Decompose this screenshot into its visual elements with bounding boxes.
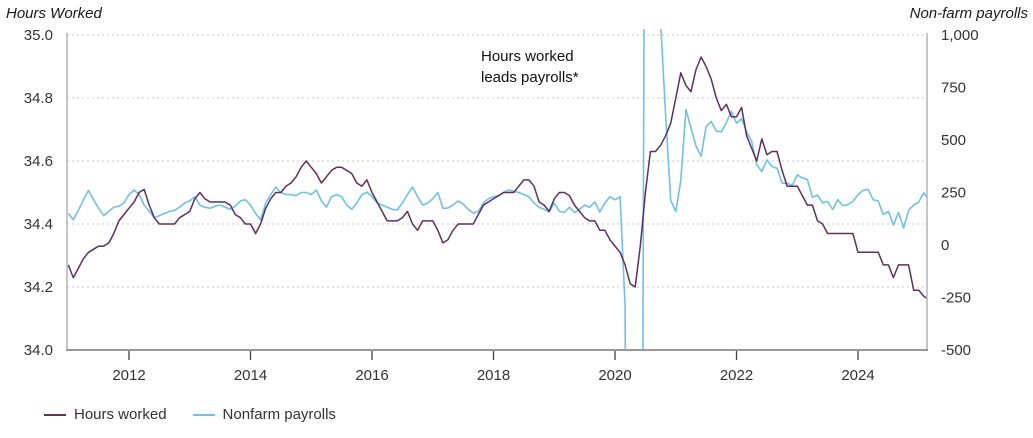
left-axis-tick-label: 34.0: [24, 342, 53, 359]
x-tick-label: 2024: [841, 367, 874, 384]
right-axis-tick-label: 1,000: [941, 27, 979, 44]
right-axis-tick-label: 250: [941, 185, 966, 202]
x-tick-label: 2014: [234, 367, 267, 384]
right-axis-tick-label: -500: [941, 342, 971, 359]
x-tick-label: 2018: [477, 367, 510, 384]
legend-item-nonfarm-payrolls: Nonfarm payrolls: [192, 406, 336, 423]
legend: Hours worked Nonfarm payrolls: [44, 406, 362, 423]
annotation-line-2: leads payrolls*: [481, 69, 579, 86]
right-axis-tick-label: 0: [941, 237, 949, 254]
left-axis-tick-label: 34.2: [24, 279, 53, 296]
left-axis-tick-label: 35.0: [24, 27, 53, 44]
left-axis-tick-label: 34.6: [24, 153, 53, 170]
left-axis-tick-label: 34.8: [24, 90, 53, 107]
nonfarm-payrolls-line-swatch: [192, 413, 215, 416]
right-axis-tick-label: 750: [941, 80, 966, 97]
legend-item-hours-worked: Hours worked: [44, 406, 167, 423]
right-axis-tick-label: 500: [941, 132, 966, 149]
left-axis-title: Hours Worked: [6, 5, 102, 22]
annotation-line-1: Hours worked: [481, 48, 574, 65]
hours-worked-line-swatch: [44, 413, 66, 416]
x-tick-label: 2022: [720, 367, 753, 384]
left-axis-tick-label: 34.4: [24, 216, 53, 233]
x-tick-label: 2020: [598, 367, 631, 384]
hours-worked-line: [67, 56, 927, 300]
right-axis-tick-label: -250: [941, 290, 971, 307]
legend-label-nonfarm-payrolls: Nonfarm payrolls: [222, 406, 336, 423]
right-axis-title: Non-farm payrolls: [909, 5, 1028, 22]
x-tick-label: 2016: [355, 367, 388, 384]
chart-annotation: Hours worked leads payrolls*: [481, 46, 579, 88]
x-tick-label: 2012: [112, 367, 145, 384]
legend-label-hours-worked: Hours worked: [74, 406, 167, 423]
